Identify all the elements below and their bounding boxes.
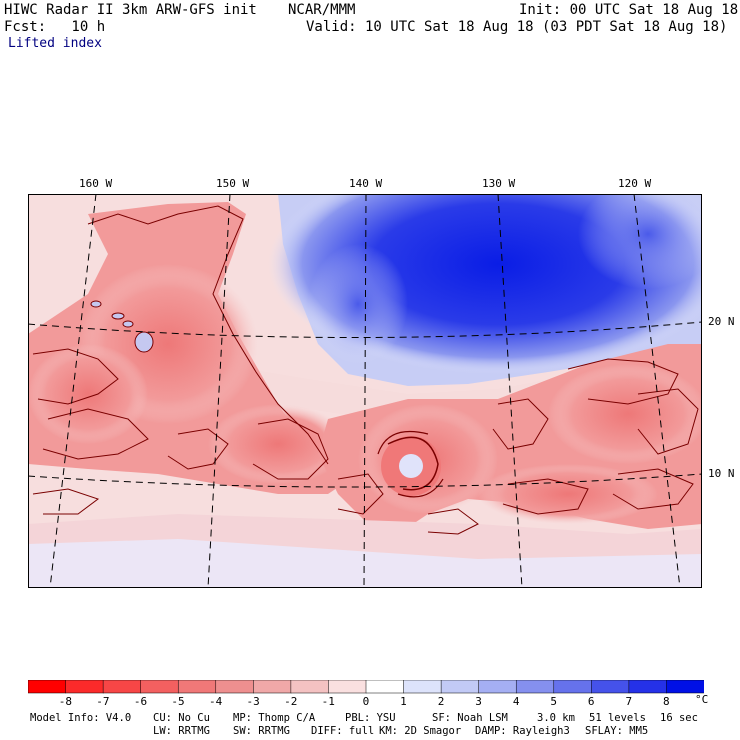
- colorbar-swatch: [215, 680, 254, 694]
- map-frame: [28, 194, 702, 588]
- colorbar-swatch: [253, 680, 292, 694]
- lon-label-130w: 130 W: [482, 177, 516, 190]
- li-contours: [32, 205, 699, 535]
- colorbar-swatch: [102, 680, 142, 694]
- colorbar-swatch: [28, 680, 67, 694]
- lon-label-120w: 120 W: [618, 177, 652, 190]
- colorbar-tick-label: -5: [171, 695, 185, 708]
- model-title: HIWC Radar II 3km ARW-GFS init: [4, 2, 257, 18]
- init-time: Init: 00 UTC Sat 18 Aug 18: [519, 2, 739, 18]
- lon-label-160w: 160 W: [79, 177, 113, 190]
- colorbar-swatch: [440, 680, 480, 694]
- colorbar-tick-label: -6: [133, 695, 148, 708]
- colorbar-tick-label: 7: [625, 695, 633, 708]
- colorbar-swatch: [515, 680, 555, 694]
- mp-scheme: MP: Thomp C/A: [233, 712, 316, 724]
- sf-scheme: SF: Noah LSM: [432, 712, 508, 724]
- colorbar-tick-label: -1: [321, 695, 335, 708]
- colorbar-swatch: [478, 680, 517, 694]
- colorbar-tick-label: -2: [284, 695, 298, 708]
- hurricane-core: [377, 430, 444, 498]
- colorbar-swatch: [328, 680, 367, 694]
- colorbar-tick-label: 0: [362, 695, 370, 708]
- institution-label: NCAR/MMM: [288, 2, 356, 18]
- colorbar-swatch: [628, 680, 668, 694]
- field-name: Lifted index: [8, 36, 102, 51]
- lw-scheme: LW: RRTMG: [153, 725, 210, 737]
- cu-scheme: CU: No Cu: [153, 712, 210, 724]
- colorbar-swatch: [666, 680, 704, 694]
- lat-label-20n: 20 N: [708, 315, 735, 328]
- forecast-hour: Fcst: 10 h: [4, 19, 106, 35]
- colorbar-swatch: [177, 680, 217, 694]
- southern-stable-band: [28, 539, 702, 588]
- colorbar-tick-label: 2: [437, 695, 445, 708]
- colorbar-tick-label: -7: [96, 695, 110, 708]
- lon-label-140w: 140 W: [349, 177, 383, 190]
- stable-region-north: [268, 194, 702, 386]
- damp-option: DAMP: Rayleigh3: [475, 725, 570, 737]
- colorbar-tick-label: -8: [58, 695, 72, 708]
- lifted-index-map: [28, 194, 702, 588]
- colorbar-tick-label: 1: [400, 695, 407, 708]
- colorbar-tick-label: 6: [587, 695, 595, 708]
- colorbar-swatch: [140, 680, 179, 694]
- vertical-levels: 51 levels: [589, 712, 646, 724]
- colorbar-tick-label: -4: [208, 695, 223, 708]
- colorbar-tick-label: 3: [475, 695, 482, 708]
- colorbar-tick-label: -3: [246, 695, 260, 708]
- time-step: 16 sec: [660, 712, 698, 724]
- colorbar-swatch: [591, 680, 630, 694]
- colorbar-swatch: [65, 680, 104, 694]
- colorbar-swatch: [403, 680, 442, 694]
- km-option: KM: 2D Smagor: [379, 725, 462, 737]
- sflay-option: SFLAY: MM5: [585, 725, 649, 737]
- colorbar-tick-label: 8: [663, 695, 670, 708]
- colorbar-swatch: [365, 680, 405, 694]
- pbl-scheme: PBL: YSU: [345, 712, 396, 724]
- grid-resolution: 3.0 km: [537, 712, 575, 724]
- sw-scheme: SW: RRTMG: [233, 725, 290, 737]
- colorbar-swatch: [290, 680, 330, 694]
- lat-label-10n: 10 N: [708, 467, 735, 480]
- lon-label-150w: 150 W: [216, 177, 250, 190]
- valid-time: Valid: 10 UTC Sat 18 Aug 18 (03 PDT Sat …: [306, 19, 728, 35]
- colorbar: [28, 680, 704, 694]
- colorbar-tick-label: 5: [550, 695, 557, 708]
- graticule: [28, 194, 702, 588]
- diff-option: DIFF: full: [311, 725, 375, 737]
- colorbar-tick-label: 4: [512, 695, 520, 708]
- model-info: Model Info: V4.0: [30, 712, 132, 724]
- colorbar-swatch: [553, 680, 592, 694]
- colorbar-unit: °C: [695, 693, 709, 706]
- hawaiian-islands: [90, 300, 154, 353]
